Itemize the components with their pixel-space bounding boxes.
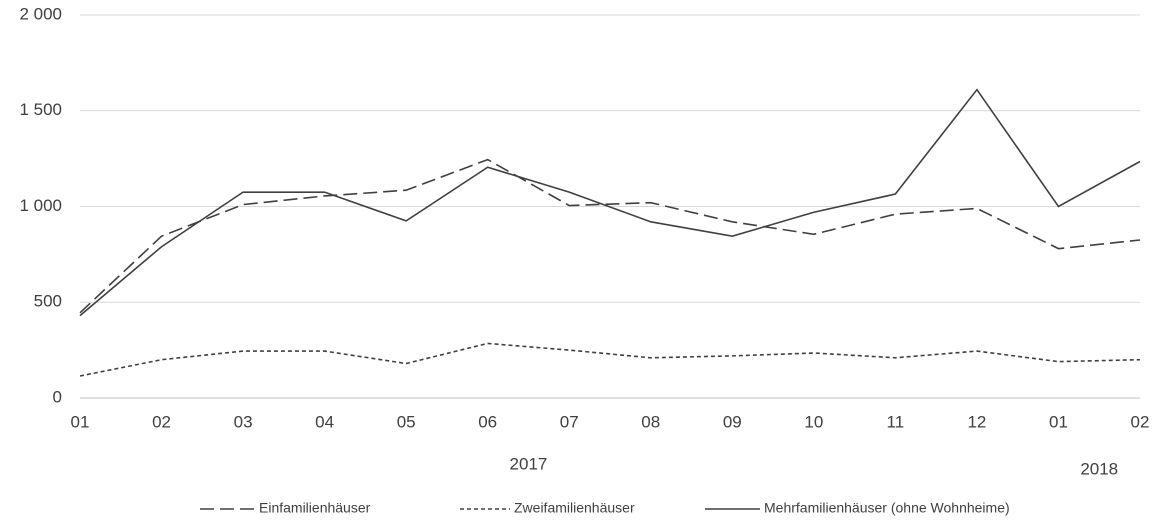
x-tick-label: 06 <box>478 412 497 431</box>
series-line <box>79 158 1141 314</box>
x-tick-label: 08 <box>641 412 660 431</box>
series-line <box>79 88 1141 317</box>
legend-label: Einfamilienhäuser <box>259 500 371 516</box>
year-label: 2017 <box>510 454 548 473</box>
series-line <box>79 342 1141 377</box>
x-tick-label: 04 <box>315 412 334 431</box>
x-tick-label: 09 <box>723 412 742 431</box>
y-tick-label: 500 <box>34 292 62 311</box>
y-tick-label: 1 500 <box>19 100 62 119</box>
legend-label: Mehrfamilienhäuser (ohne Wohnheime) <box>764 500 1010 516</box>
legend-label: Zweifamilienhäuser <box>514 500 635 516</box>
y-tick-label: 2 000 <box>19 4 62 23</box>
x-tick-label: 02 <box>1131 412 1150 431</box>
y-tick-label: 0 <box>53 387 62 406</box>
x-tick-label: 02 <box>152 412 171 431</box>
x-tick-label: 07 <box>560 412 579 431</box>
x-tick-label: 01 <box>1049 412 1068 431</box>
year-label: 2018 <box>1080 459 1118 478</box>
x-tick-label: 05 <box>397 412 416 431</box>
y-tick-label: 1 000 <box>19 196 62 215</box>
x-tick-label: 11 <box>887 412 905 431</box>
x-tick-label: 10 <box>804 412 823 431</box>
x-tick-label: 01 <box>71 412 90 431</box>
x-tick-label: 03 <box>234 412 253 431</box>
x-tick-label: 12 <box>967 412 986 431</box>
